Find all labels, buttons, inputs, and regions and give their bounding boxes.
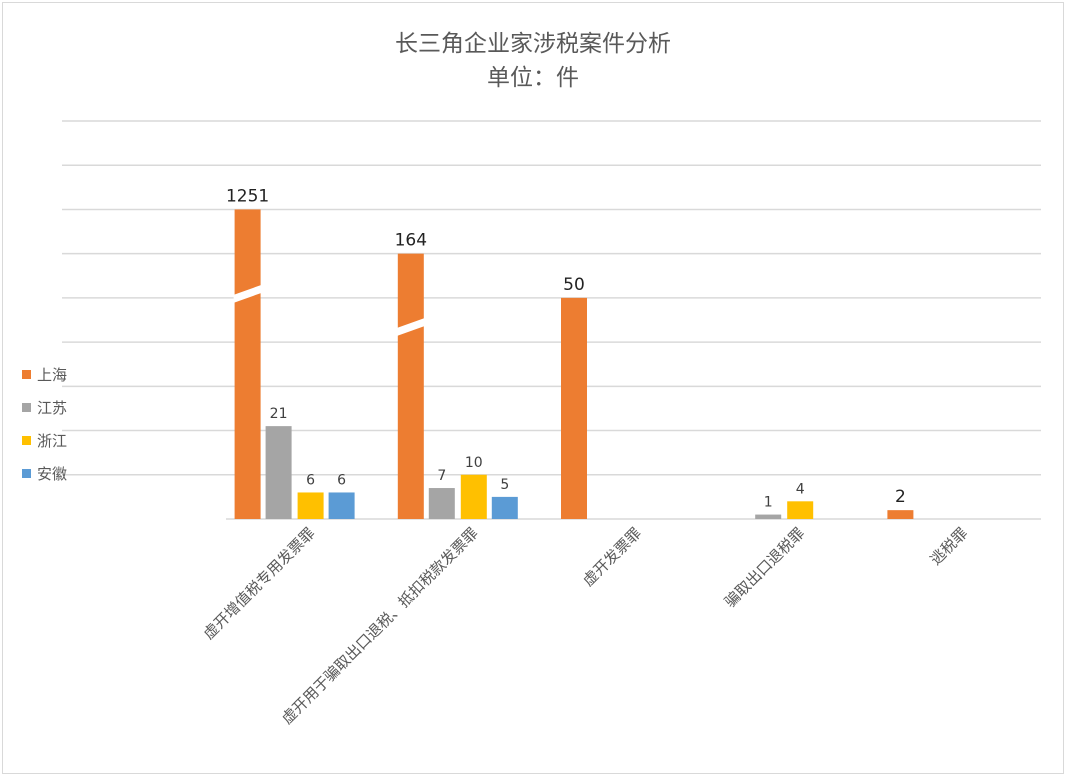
bar: [234, 209, 261, 519]
bar: [397, 253, 424, 519]
data-label: 7: [437, 468, 446, 484]
legend-label: 浙江: [37, 432, 68, 450]
data-label: 1: [764, 495, 773, 511]
legend-swatch: [22, 469, 31, 478]
category-label: 虚开用于骗取出口退税、抵扣税款发票罪: [278, 524, 482, 728]
data-label: 10: [465, 455, 483, 471]
chart-title: 长三角企业家涉税案件分析: [395, 31, 671, 57]
bar: [328, 492, 355, 519]
data-label: 164: [395, 231, 427, 251]
bar: [561, 297, 587, 519]
chart-subtitle: 单位：件: [487, 65, 579, 91]
legend: 上海 江苏 浙江 安徽: [22, 358, 67, 490]
legend-swatch: [22, 436, 31, 445]
data-label: 5: [500, 477, 509, 493]
bar: [787, 501, 814, 519]
category-label: 骗取出口退税罪: [721, 524, 808, 611]
data-label: 1251: [226, 186, 269, 206]
data-label: 21: [270, 406, 288, 422]
legend-swatch: [22, 370, 31, 379]
bar: [297, 492, 324, 519]
category-label: 逃税罪: [927, 524, 972, 569]
legend-swatch: [22, 403, 31, 412]
data-label: 50: [563, 275, 585, 295]
category-label: 虚开发票罪: [579, 524, 645, 590]
bar: [887, 510, 914, 519]
data-label: 4: [796, 481, 805, 497]
legend-label: 安徽: [37, 465, 68, 483]
bar: [428, 488, 455, 519]
legend-label: 上海: [37, 366, 68, 384]
legend-item: 安徽: [22, 457, 67, 490]
bar: [755, 514, 782, 519]
axis-break-mark: [233, 284, 262, 303]
axis-break-mark: [396, 318, 425, 336]
legend-item: 江苏: [22, 391, 67, 424]
legend-item: 浙江: [22, 424, 67, 457]
data-label: 6: [306, 472, 315, 488]
category-label: 虚开增值税专用发票罪: [200, 524, 319, 643]
bar: [460, 474, 487, 519]
data-label: 2: [895, 487, 906, 507]
bar: [491, 496, 518, 519]
legend-label: 江苏: [37, 399, 68, 417]
bar: [265, 426, 292, 519]
data-label: 6: [337, 472, 346, 488]
legend-item: 上海: [22, 358, 67, 391]
